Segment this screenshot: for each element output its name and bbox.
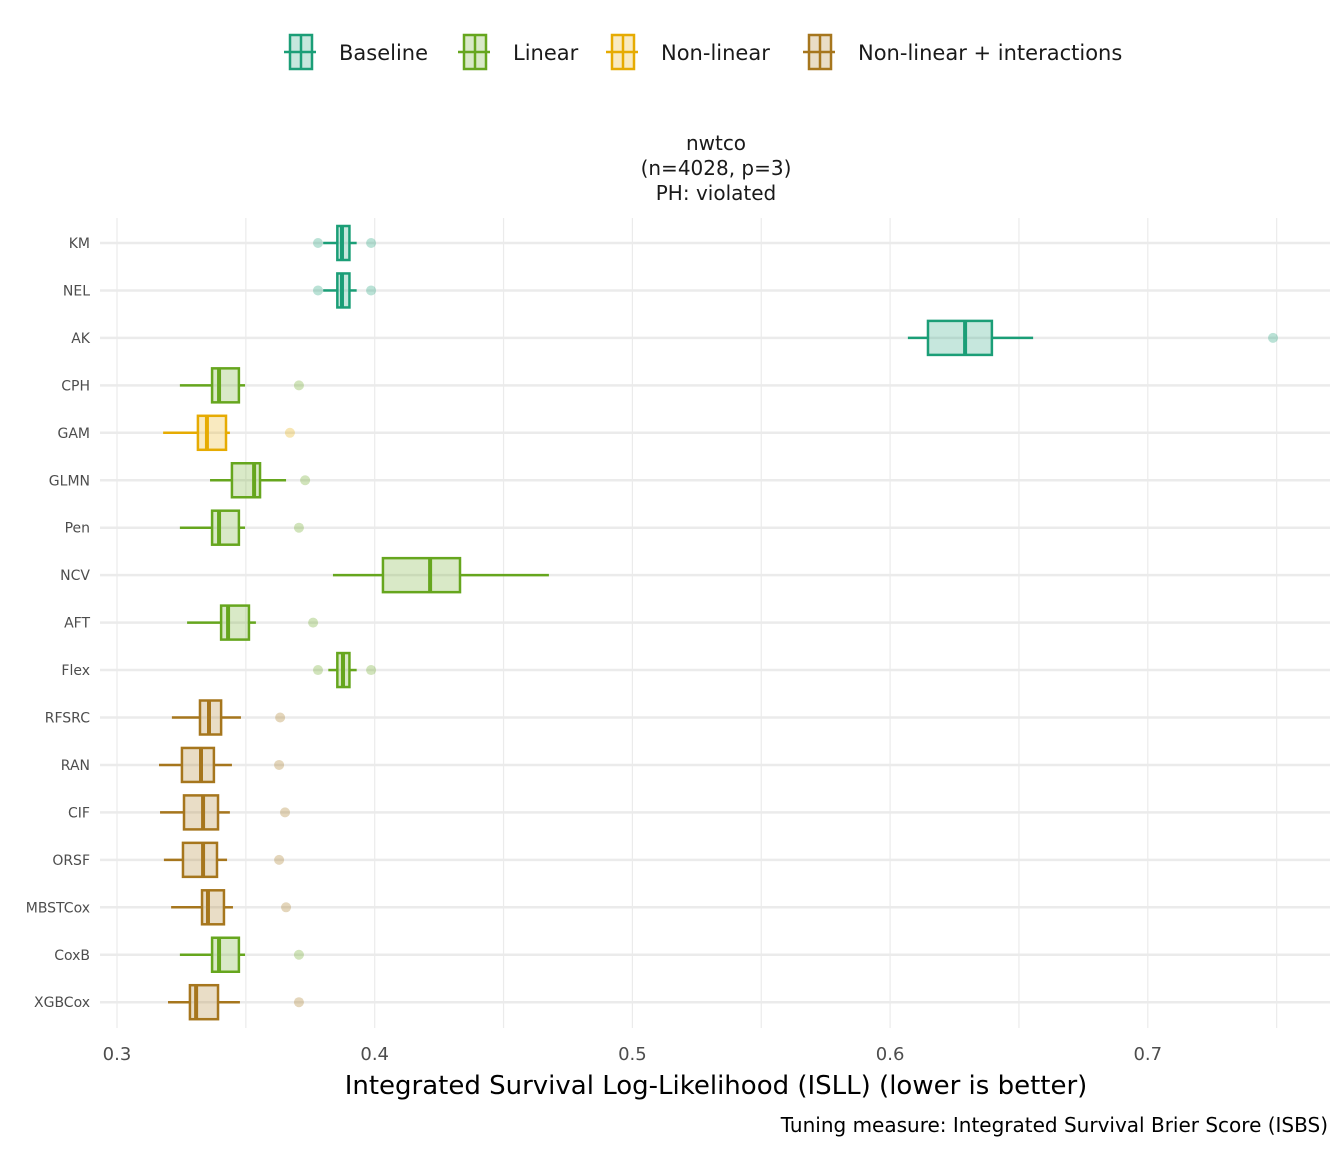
outlier-point (313, 238, 324, 248)
facet-title-line-1: nwtco (686, 131, 746, 155)
box (926, 319, 994, 357)
outlier-point (293, 949, 304, 960)
legend-label: Non-linear (661, 41, 770, 65)
legend: Baseline Linear Non-linear Non-linear + int… (284, 33, 1122, 71)
row-flex: Flex (61, 651, 1330, 689)
box (181, 841, 219, 879)
y-tick-label: CPH (61, 378, 90, 394)
outlier-point (366, 665, 377, 676)
outlier-point (366, 238, 377, 248)
y-tick-label: MBSTCox (26, 900, 90, 916)
y-tick-label: NCV (60, 568, 90, 584)
row-cif: CIF (68, 794, 1330, 831)
y-tick-label: RAN (61, 758, 90, 774)
outlier-point (293, 380, 304, 391)
box (210, 367, 241, 404)
row-orsf: ORSF (52, 841, 1330, 879)
row-ran: RAN (61, 746, 1330, 784)
x-tick-label: 0.4 (360, 1044, 389, 1065)
outlier-point (1268, 332, 1279, 343)
legend-item-2: Non-linear (606, 33, 770, 71)
outlier-point (300, 475, 311, 486)
row-rfsrc: RFSRC (45, 699, 1330, 736)
row-mbstcox: MBSTCox (26, 889, 1330, 926)
x-tick-label: 0.6 (876, 1044, 905, 1065)
row-aft: AFT (64, 604, 1330, 641)
legend-label: Linear (513, 41, 579, 65)
x-tick-label: 0.3 (103, 1044, 132, 1065)
legend-item-3: Non-linear + interactions (803, 33, 1122, 71)
y-tick-label: ORSF (52, 853, 90, 869)
outlier-point (284, 427, 295, 438)
box (219, 604, 251, 641)
y-tick-label: CoxB (54, 948, 90, 964)
y-tick-label: Flex (61, 663, 90, 679)
row-ak: AK (71, 319, 1330, 357)
outlier-point (366, 285, 377, 296)
outlier-point (274, 854, 285, 865)
row-cph: CPH (61, 367, 1330, 404)
y-tick-label: AK (71, 331, 91, 347)
row-nel: NEL (63, 272, 1330, 309)
outlier-point (313, 285, 324, 296)
box (210, 509, 241, 546)
row-km: KM (69, 224, 1330, 262)
legend-item-0: Baseline (284, 33, 428, 71)
box (182, 794, 220, 831)
y-tick-label: XGBCox (34, 995, 90, 1011)
outlier-point (293, 997, 304, 1008)
facet-title-line-2: (n=4028, p=3) (641, 156, 792, 180)
outlier-point (280, 807, 291, 818)
outlier-point (293, 522, 304, 533)
y-tick-label: RFSRC (45, 711, 90, 727)
y-tick-label: GAM (57, 426, 90, 442)
row-coxb: CoxB (54, 936, 1330, 973)
row-gam: GAM (57, 414, 1330, 452)
facet-title-line-3: PH: violated (656, 181, 776, 205)
row-glmn: GLMN (49, 462, 1330, 499)
outlier-point (313, 665, 324, 676)
y-tick-label: KM (69, 236, 90, 252)
x-tick-label: 0.7 (1133, 1044, 1162, 1065)
y-tick-label: AFT (64, 616, 90, 632)
y-tick-label: GLMN (49, 473, 90, 489)
outlier-point (274, 759, 285, 770)
box (381, 556, 462, 594)
y-tick-label: NEL (63, 283, 90, 299)
legend-label: Non-linear + interactions (858, 41, 1122, 65)
caption: Tuning measure: Integrated Survival Brie… (780, 1113, 1328, 1137)
box (180, 746, 216, 784)
x-axis-label: Integrated Survival Log-Likelihood (ISLL… (345, 1071, 1088, 1101)
y-tick-label: CIF (68, 805, 90, 821)
row-xgbcox: XGBCox (34, 983, 1330, 1021)
legend-item-1: Linear (458, 33, 579, 71)
x-tick-label: 0.5 (618, 1044, 647, 1065)
box (210, 936, 241, 973)
row-ncv: NCV (60, 556, 1330, 594)
outlier-point (308, 617, 319, 628)
legend-label: Baseline (339, 41, 428, 65)
outlier-point (281, 902, 292, 913)
box (196, 414, 228, 452)
box (200, 889, 226, 926)
row-pen: Pen (65, 509, 1330, 546)
y-tick-label: Pen (65, 521, 90, 537)
outlier-point (275, 712, 286, 723)
